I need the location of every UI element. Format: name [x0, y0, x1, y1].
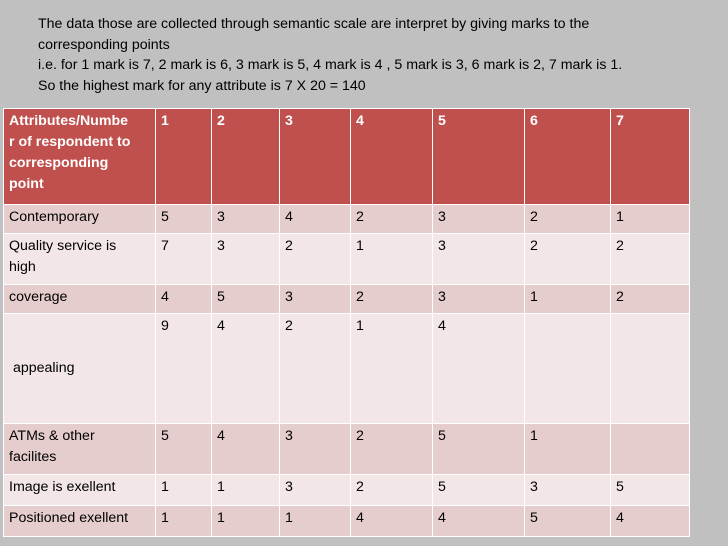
- row-value-cell: 2: [279, 233, 351, 285]
- row-value-cell: 4: [211, 313, 280, 424]
- row-attribute-line: high: [9, 259, 36, 275]
- row-value-cell: 2: [610, 233, 690, 285]
- table-row: ATMs & other facilites 5 4 3 2 5 1: [3, 423, 690, 475]
- semantic-scale-table: Attributes/Numbe r of respondent to corr…: [3, 108, 690, 537]
- header-label-line: r of respondent to: [9, 134, 131, 150]
- header-column-4: 4: [350, 108, 433, 205]
- row-value-cell: 2: [524, 233, 611, 285]
- row-value-cell: 4: [350, 505, 433, 537]
- row-value-cell: 4: [610, 505, 690, 537]
- table-row: appealing 9 4 2 1 4: [3, 313, 690, 424]
- header-column-5: 5: [432, 108, 525, 205]
- intro-line: corresponding points: [38, 36, 170, 53]
- intro-line: So the highest mark for any attribute is…: [38, 77, 366, 94]
- row-value-cell: [524, 313, 611, 424]
- row-value-cell: 3: [432, 233, 525, 285]
- header-column-2: 2: [211, 108, 280, 205]
- row-value-cell: 5: [432, 423, 525, 475]
- row-value-cell: 1: [350, 313, 433, 424]
- table-row: Quality service is high 7 3 2 1 3 2 2: [3, 233, 690, 285]
- row-value-cell: 2: [279, 313, 351, 424]
- row-value-cell: 1: [524, 284, 611, 314]
- header-column-6: 6: [524, 108, 611, 205]
- row-attribute-label: coverage: [3, 284, 156, 314]
- row-value-cell: 1: [279, 505, 351, 537]
- intro-text: The data those are collected through sem…: [38, 14, 718, 96]
- table-header-row: Attributes/Numbe r of respondent to corr…: [3, 108, 690, 205]
- row-value-cell: [610, 423, 690, 475]
- row-value-cell: 4: [211, 423, 280, 475]
- row-attribute-line: Image is exellent: [9, 479, 116, 495]
- row-value-cell: 5: [432, 474, 525, 506]
- row-value-cell: 3: [279, 423, 351, 475]
- header-column-1: 1: [155, 108, 212, 205]
- row-value-cell: 5: [211, 284, 280, 314]
- row-value-cell: 4: [155, 284, 212, 314]
- row-value-cell: 3: [432, 284, 525, 314]
- row-value-cell: 1: [211, 474, 280, 506]
- row-attribute-line: coverage: [9, 289, 68, 305]
- row-value-cell: [610, 313, 690, 424]
- header-label-line: point: [9, 176, 44, 192]
- row-attribute-line: ATMs & other: [9, 428, 95, 444]
- row-attribute-line: appealing: [9, 360, 75, 376]
- header-label-line: Attributes/Numbe: [9, 113, 129, 129]
- row-value-cell: 3: [524, 474, 611, 506]
- row-attribute-line: Quality service is: [9, 238, 117, 254]
- row-value-cell: 1: [610, 204, 690, 234]
- row-value-cell: 9: [155, 313, 212, 424]
- table-row: Image is exellent 1 1 3 2 5 3 5: [3, 474, 690, 506]
- row-attribute-label: Quality service is high: [3, 233, 156, 285]
- row-value-cell: 3: [211, 204, 280, 234]
- row-value-cell: 2: [350, 474, 433, 506]
- row-attribute-label: Image is exellent: [3, 474, 156, 506]
- row-value-cell: 3: [279, 284, 351, 314]
- row-value-cell: 2: [610, 284, 690, 314]
- row-attribute-label: ATMs & other facilites: [3, 423, 156, 475]
- row-value-cell: 1: [155, 474, 212, 506]
- row-value-cell: 4: [432, 313, 525, 424]
- row-value-cell: 1: [350, 233, 433, 285]
- row-value-cell: 4: [279, 204, 351, 234]
- row-value-cell: 3: [279, 474, 351, 506]
- header-column-7: 7: [610, 108, 690, 205]
- header-column-3: 3: [279, 108, 351, 205]
- row-value-cell: 2: [350, 204, 433, 234]
- row-value-cell: 1: [524, 423, 611, 475]
- row-value-cell: 4: [432, 505, 525, 537]
- intro-line: i.e. for 1 mark is 7, 2 mark is 6, 3 mar…: [38, 57, 623, 73]
- row-value-cell: 2: [350, 284, 433, 314]
- table-row: coverage 4 5 3 2 3 1 2: [3, 284, 690, 314]
- row-value-cell: 3: [432, 204, 525, 234]
- row-value-cell: 5: [610, 474, 690, 506]
- row-attribute-label: appealing: [3, 313, 156, 424]
- row-value-cell: 5: [155, 423, 212, 475]
- row-attribute-line: facilites: [9, 449, 57, 465]
- row-value-cell: 2: [524, 204, 611, 234]
- row-value-cell: 1: [155, 505, 212, 537]
- row-value-cell: 5: [155, 204, 212, 234]
- row-value-cell: 5: [524, 505, 611, 537]
- header-label-line: corresponding: [9, 155, 109, 171]
- row-value-cell: 3: [211, 233, 280, 285]
- intro-line: The data those are collected through sem…: [38, 16, 590, 32]
- table-row: Positioned exellent 1 1 1 4 4 5 4: [3, 505, 690, 537]
- table-row: Contemporary 5 3 4 2 3 2 1: [3, 204, 690, 234]
- row-attribute-label: Positioned exellent: [3, 505, 156, 537]
- header-label-cell: Attributes/Numbe r of respondent to corr…: [3, 108, 156, 205]
- row-value-cell: 7: [155, 233, 212, 285]
- row-attribute-line: Positioned exellent: [9, 510, 129, 526]
- row-value-cell: 1: [211, 505, 280, 537]
- row-attribute-label: Contemporary: [3, 204, 156, 234]
- row-attribute-line: Contemporary: [9, 209, 99, 225]
- row-value-cell: 2: [350, 423, 433, 475]
